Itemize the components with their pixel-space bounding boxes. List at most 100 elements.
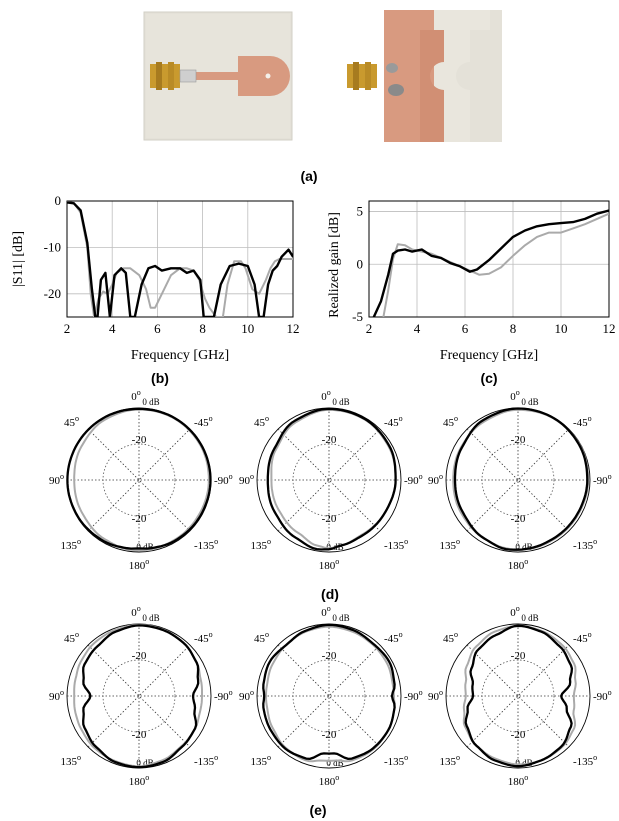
- pattern-measured: [453, 407, 589, 551]
- radial-label: 0 dB: [332, 397, 349, 407]
- angle-label: 90o: [49, 688, 64, 703]
- angle-label: 90o: [428, 688, 443, 703]
- angle-label: 180o: [508, 557, 529, 572]
- angle-label: 90o: [428, 472, 443, 487]
- x-tick-label: 8: [510, 321, 517, 336]
- angle-label: -45o: [194, 414, 213, 429]
- radial-label: -20: [322, 513, 337, 525]
- radial-label: -20: [322, 650, 337, 662]
- x-tick-label: 8: [199, 321, 206, 336]
- angle-label: -135o: [194, 753, 218, 768]
- angle-label: 180o: [508, 773, 529, 788]
- series-simulated: [67, 201, 293, 317]
- angle-label: 180o: [129, 773, 150, 788]
- s11-grid: [67, 200, 293, 317]
- y-tick-label: 5: [357, 204, 364, 219]
- radial-label: -20: [511, 650, 526, 662]
- angle-label: 45o: [443, 630, 458, 645]
- angle-label: 180o: [319, 773, 340, 788]
- radial-label: 0 dB: [142, 397, 159, 407]
- radial-label: 0 dB: [142, 613, 159, 623]
- s11-ylabel: |S11| [dB]: [11, 231, 26, 287]
- angle-label: -135o: [573, 753, 597, 768]
- angle-label: 45o: [443, 414, 458, 429]
- y-tick-label: -20: [44, 286, 61, 301]
- pattern-measured: [464, 624, 574, 768]
- gain-ylabel: Realized gain [dB]: [327, 212, 342, 318]
- angle-label: 0o: [131, 604, 141, 619]
- radial-label: -20: [132, 434, 147, 446]
- polar-spoke: [277, 428, 381, 532]
- angle-label: -135o: [384, 753, 408, 768]
- pattern-simulated: [265, 625, 396, 763]
- s11-xlabel: Frequency [GHz]: [131, 348, 229, 363]
- x-tick-label: 4: [414, 321, 421, 336]
- radial-label: -20: [511, 434, 526, 446]
- angle-label: 135o: [61, 537, 82, 552]
- angle-label: 45o: [254, 414, 269, 429]
- angle-label: -45o: [384, 414, 403, 429]
- x-tick-label: 10: [241, 321, 254, 336]
- radial-label: -20: [511, 729, 526, 741]
- x-tick-label: 12: [287, 321, 300, 336]
- panel-label-a: (a): [300, 168, 317, 184]
- angle-label: 45o: [64, 630, 79, 645]
- angle-label: -90o: [593, 472, 612, 487]
- series-measured: [67, 201, 293, 317]
- angle-label: 0o: [131, 388, 141, 403]
- panel-label-d: (d): [321, 586, 339, 602]
- radial-label: 0 dB: [521, 397, 538, 407]
- angle-label: -135o: [573, 537, 597, 552]
- panel-label-e: (e): [309, 802, 326, 818]
- pattern-measured: [266, 407, 397, 551]
- y-tick-label: 0: [55, 193, 62, 208]
- gain-xlabel: Frequency [GHz]: [440, 348, 538, 363]
- y-tick-label: -10: [44, 239, 61, 254]
- angle-label: -45o: [384, 630, 403, 645]
- radial-label: -20: [132, 513, 147, 525]
- x-tick-label: 2: [366, 321, 373, 336]
- angle-label: 135o: [251, 537, 272, 552]
- angle-label: 135o: [440, 537, 461, 552]
- angle-label: 135o: [251, 753, 272, 768]
- angle-label: 0o: [510, 388, 520, 403]
- radial-label: 0 dB: [515, 542, 532, 552]
- radial-label: 0 dB: [521, 613, 538, 623]
- angle-label: -90o: [593, 688, 612, 703]
- radial-label: -20: [322, 729, 337, 741]
- angle-label: 90o: [239, 472, 254, 487]
- polar-spoke: [87, 644, 191, 748]
- polar-spoke: [87, 428, 191, 532]
- pattern-measured: [66, 407, 212, 550]
- angle-label: -135o: [194, 537, 218, 552]
- polar-spoke: [466, 428, 570, 532]
- pattern-simulated: [270, 408, 397, 550]
- radial-label: -20: [511, 513, 526, 525]
- polar-spoke: [87, 644, 191, 748]
- angle-label: 0o: [321, 388, 331, 403]
- angle-label: -45o: [573, 414, 592, 429]
- y-tick-label: -5: [352, 309, 363, 324]
- angle-label: 90o: [239, 688, 254, 703]
- angle-label: -45o: [194, 630, 213, 645]
- polar-spoke: [277, 644, 381, 748]
- angle-label: 45o: [254, 630, 269, 645]
- panel-label-b: (b): [151, 370, 169, 386]
- pattern-simulated: [462, 624, 577, 766]
- s11-axes-frame: [66, 200, 294, 318]
- angle-label: 180o: [129, 557, 150, 572]
- angle-label: -90o: [404, 472, 423, 487]
- radial-label: -20: [132, 729, 147, 741]
- angle-label: -90o: [214, 688, 233, 703]
- radial-label: 0 dB: [136, 758, 153, 768]
- x-tick-label: 6: [154, 321, 161, 336]
- series-measured: [372, 209, 609, 317]
- gain-axes-frame: [368, 200, 610, 318]
- radial-label: 0 dB: [326, 758, 343, 768]
- radial-label: 0 dB: [515, 758, 532, 768]
